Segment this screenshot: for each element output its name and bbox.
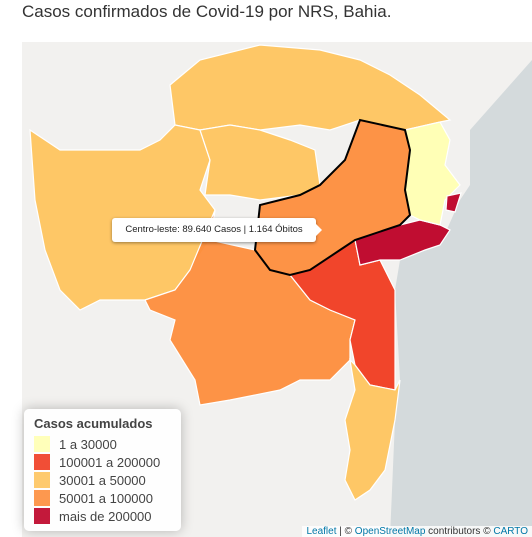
legend-swatch <box>34 454 50 470</box>
legend-item: 1 a 30000 <box>34 435 171 453</box>
legend-swatch <box>34 490 50 506</box>
sea <box>390 60 532 537</box>
region[interactable] <box>344 358 401 501</box>
legend-label: 100001 a 200000 <box>59 454 161 470</box>
legend-item: mais de 200000 <box>34 507 171 525</box>
link[interactable]: Leaflet <box>306 526 337 537</box>
legend-swatch <box>34 508 50 524</box>
tooltip: Centro-leste: 89.640 Casos | 1.164 Óbito… <box>112 218 322 242</box>
attribution: Leaflet | © OpenStreetMap contributors ©… <box>302 526 532 537</box>
legend-label: 30001 a 50000 <box>59 472 146 488</box>
text: contributors © <box>425 526 494 537</box>
legend-swatch <box>34 436 50 452</box>
legend: Casos acumulados 1 a 30000 100001 a 20000… <box>24 409 181 531</box>
link[interactable]: CARTO <box>493 526 528 537</box>
link[interactable]: OpenStreetMap <box>354 526 426 537</box>
legend-item: 50001 a 100000 <box>34 489 171 507</box>
legend-label: 1 a 30000 <box>59 436 117 452</box>
legend-title: Casos acumulados <box>34 416 153 431</box>
legend-label: 50001 a 100000 <box>59 490 153 506</box>
region[interactable] <box>445 192 462 213</box>
legend-item: 30001 a 50000 <box>34 471 171 489</box>
region[interactable] <box>354 219 451 266</box>
legend-item: 100001 a 200000 <box>34 453 171 471</box>
text: | © <box>336 526 355 537</box>
legend-label: mais de 200000 <box>59 508 152 524</box>
legend-swatch <box>34 472 50 488</box>
title: Casos confirmados de Covid-19 por NRS, B… <box>22 2 392 21</box>
